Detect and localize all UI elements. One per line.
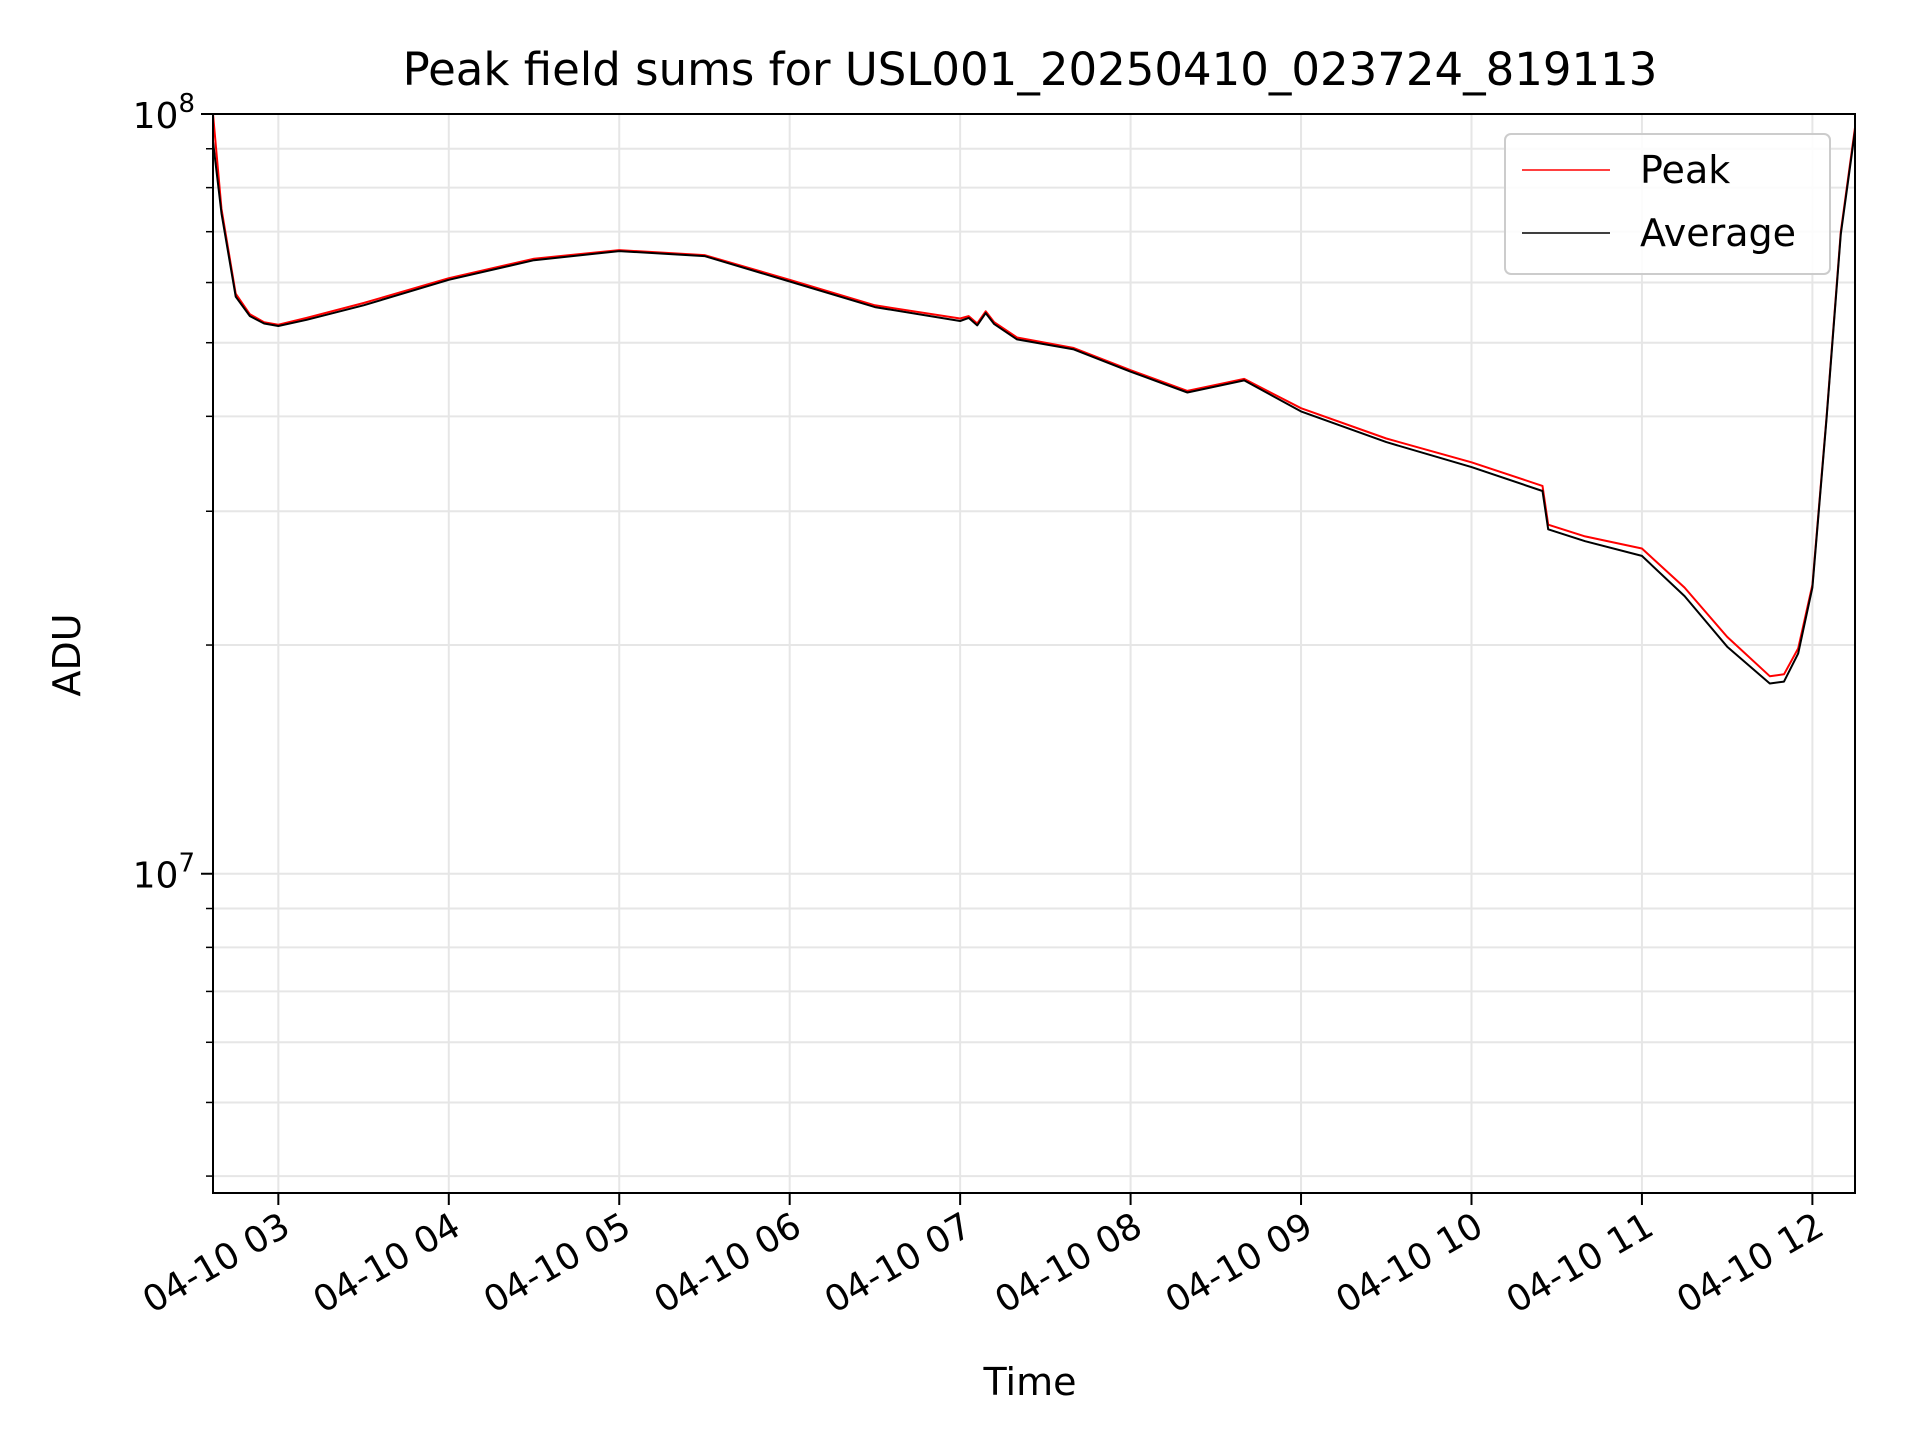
series-layer [212, 113, 1856, 685]
legend-box [1504, 133, 1831, 275]
x-axis-label: Time [983, 1360, 1077, 1404]
y-tick-label: 108 [133, 89, 195, 137]
series-line-peak [212, 113, 1856, 678]
y-axis-ticks: 107 108 [133, 89, 213, 1177]
series-line-average [212, 130, 1856, 685]
legend-label-average: Average [1640, 211, 1796, 255]
y-tick-label: 107 [133, 849, 195, 897]
plot-frame [212, 113, 1856, 1194]
chart-title: Peak field sums for USL001_20250410_0237… [403, 43, 1658, 96]
legend: Peak Average [1504, 133, 1831, 275]
y-axis-label: ADU [45, 613, 89, 696]
legend-label-peak: Peak [1640, 148, 1730, 192]
